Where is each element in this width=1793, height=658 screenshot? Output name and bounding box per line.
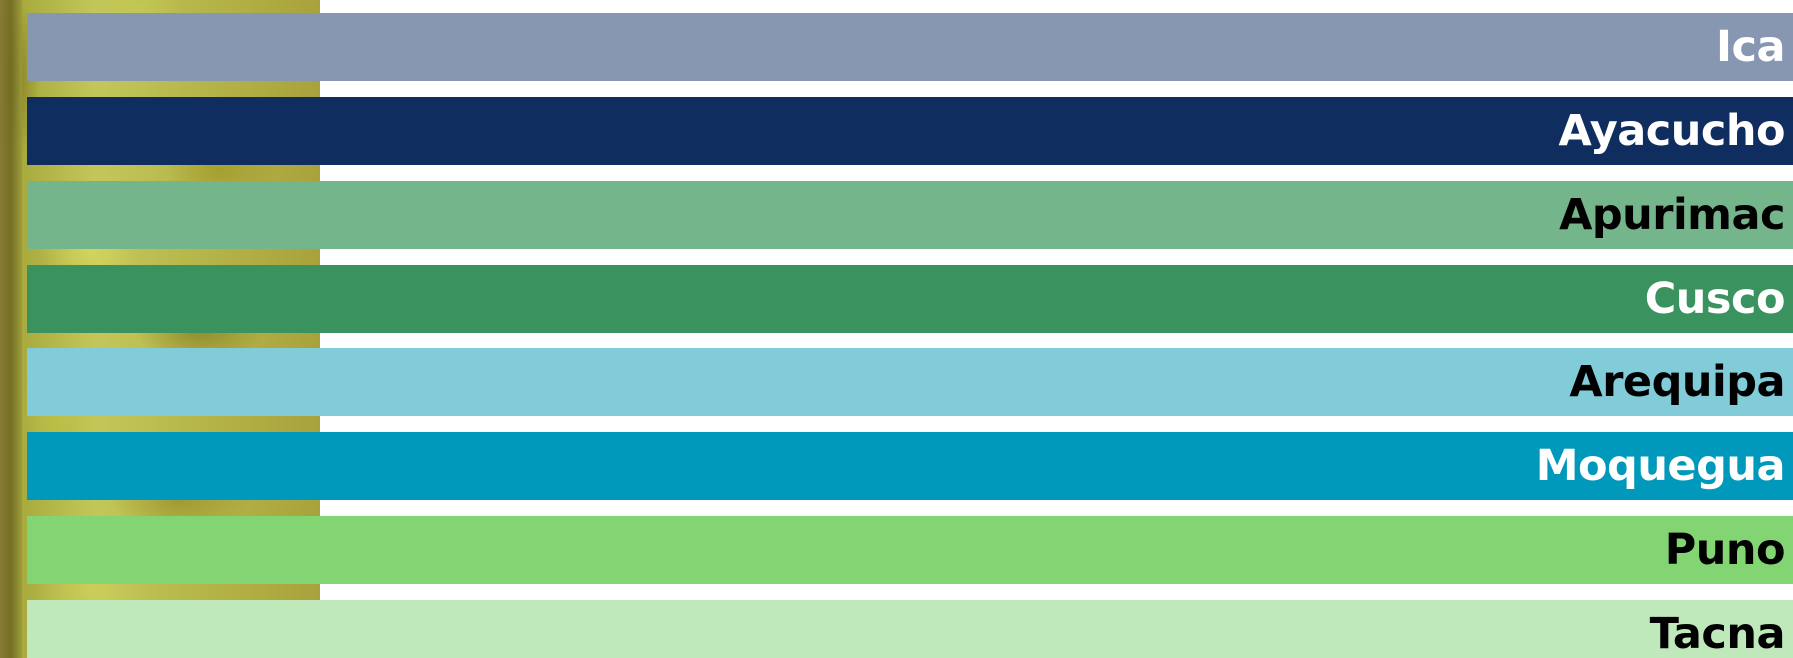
region-label: Tacna <box>1649 608 1786 658</box>
region-bar-tacna: Tacna <box>27 600 1793 658</box>
region-label: Arequipa <box>1569 356 1785 407</box>
region-bar-list: Ica Ayacucho Apurimac Cusco Arequipa Moq… <box>27 0 1793 658</box>
region-label: Puno <box>1664 524 1786 575</box>
region-bar-ayacucho: Ayacucho <box>27 97 1793 165</box>
region-bar-cusco: Cusco <box>27 265 1793 333</box>
region-bar-ica: Ica <box>27 13 1793 81</box>
region-bar-moquegua: Moquegua <box>27 432 1793 500</box>
region-label: Apurimac <box>1559 189 1785 240</box>
region-bar-arequipa: Arequipa <box>27 348 1793 416</box>
tree-trunk-photo-detail <box>0 0 22 658</box>
region-label: Ica <box>1715 21 1786 72</box>
region-bar-apurimac: Apurimac <box>27 181 1793 249</box>
region-label: Cusco <box>1644 273 1786 324</box>
region-label: Moquegua <box>1535 440 1786 491</box>
region-label: Ayacucho <box>1558 105 1785 156</box>
region-bar-puno: Puno <box>27 516 1793 584</box>
